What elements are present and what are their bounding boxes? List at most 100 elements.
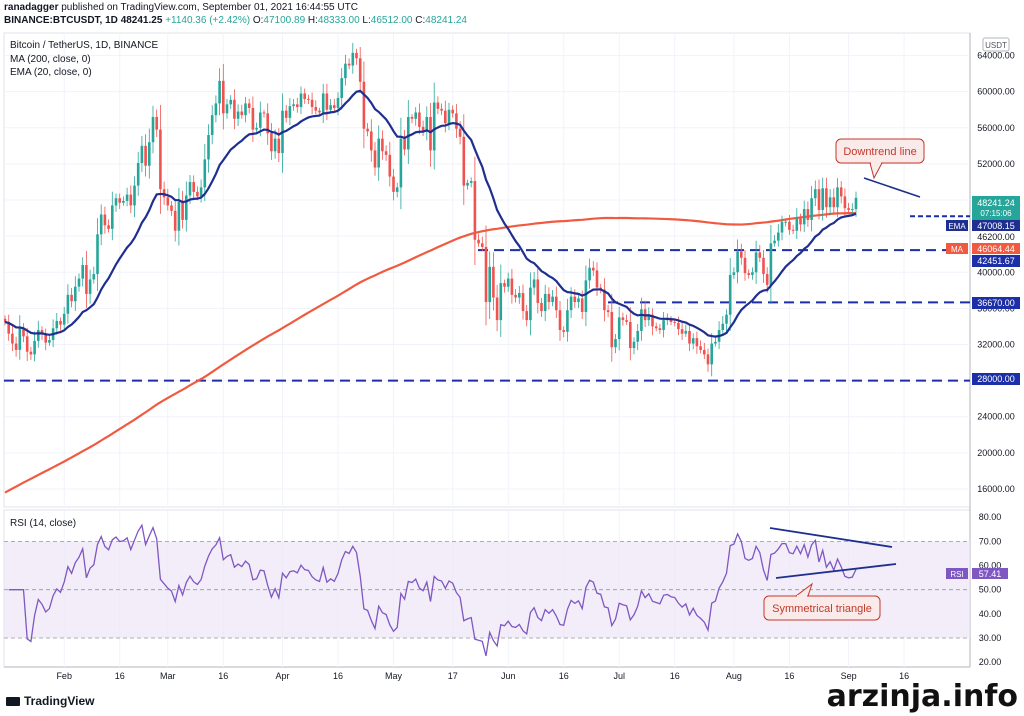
candle-body	[580, 298, 584, 312]
ema-line	[4, 89, 857, 338]
rsi-tick-label: 80.00	[979, 512, 1002, 522]
time-tick-label: 17	[448, 671, 458, 681]
rsi-legend[interactable]: RSI (14, close)	[10, 518, 76, 529]
candle-body	[569, 296, 573, 311]
ema-legend[interactable]: EMA (20, close, 0)	[10, 67, 92, 78]
high-label: H:	[307, 15, 318, 26]
open-value: 47100.89	[263, 15, 306, 26]
downtrend-line[interactable]	[863, 177, 921, 198]
svg-text:46064.44: 46064.44	[977, 244, 1015, 254]
candle-body	[418, 112, 421, 127]
ma-legend[interactable]: MA (200, close, 0)	[10, 54, 91, 65]
candle-body	[543, 293, 547, 312]
candle-body	[66, 294, 70, 314]
time-tick-label: 16	[218, 671, 228, 681]
author-name[interactable]: ranadagger	[4, 2, 59, 13]
candle-body	[751, 272, 754, 275]
support-lines	[4, 215, 970, 382]
time-tick-label: Feb	[56, 671, 72, 681]
candle-body	[284, 110, 288, 118]
candle-body	[81, 265, 84, 279]
candle-body	[333, 105, 336, 108]
rsi-tick-label: 20.00	[979, 657, 1002, 667]
time-axis-ticks: Feb 16 Mar 16 Apr 16 May 17 Jun 16 Jul 16 Aug 16 Sep 16	[56, 671, 909, 681]
candle-body	[617, 317, 621, 340]
candle-body	[329, 105, 332, 110]
candle-body	[851, 209, 854, 211]
candle-body	[340, 78, 343, 99]
candle-body	[447, 109, 451, 124]
axis-label-ema: EMA 47008.15	[946, 220, 1020, 231]
candle-body	[4, 318, 7, 322]
candle-body	[555, 296, 558, 311]
candle-body	[314, 107, 318, 111]
price-tick-label: 24000.00	[977, 412, 1015, 422]
candle-body	[118, 198, 121, 203]
candle-body	[432, 102, 436, 151]
candle-body	[273, 138, 277, 152]
candle-body	[614, 339, 617, 348]
price-tick-label: 16000.00	[977, 484, 1015, 494]
candle-body	[125, 194, 129, 201]
candle-body	[303, 93, 306, 99]
candle-body	[765, 274, 769, 285]
candle-body	[159, 129, 162, 190]
close-value: 48241.24	[425, 15, 467, 26]
candle-body	[358, 58, 362, 82]
candle-body	[203, 159, 207, 188]
candle-body	[525, 311, 528, 321]
candle-body	[129, 194, 133, 206]
candle-body	[854, 197, 858, 210]
rsi-tick-label: 30.00	[979, 633, 1002, 643]
candle-body	[495, 297, 499, 321]
candle-body	[684, 330, 688, 334]
candle-body	[429, 116, 432, 151]
high-value: 48333.00	[317, 15, 360, 26]
candle-body	[710, 343, 713, 365]
candle-body	[810, 198, 813, 220]
candle-body	[85, 265, 88, 294]
axis-label-rsi: RSI 57.41	[946, 568, 1008, 579]
tradingview-logo[interactable]: TradingView	[6, 694, 94, 708]
ma-line	[4, 212, 857, 494]
candle-body	[255, 127, 258, 130]
candle-body	[233, 99, 236, 119]
candle-body	[725, 314, 728, 324]
candle-body	[140, 145, 144, 164]
time-tick-label: Mar	[160, 671, 176, 681]
candle-body	[458, 128, 462, 137]
triangle-annotation[interactable]: Symmetrical triangle	[763, 582, 881, 621]
candle-body	[384, 151, 388, 155]
candle-body	[836, 187, 839, 208]
axis-label-46200: 46200.00	[972, 231, 1020, 242]
publish-line: ranadagger published on TradingView.com,…	[4, 2, 358, 13]
candle-body	[662, 320, 665, 331]
candle-body	[777, 232, 780, 241]
price-tick-label: 64000.00	[977, 51, 1015, 61]
candle-body	[25, 336, 29, 352]
ema-20-line	[4, 89, 857, 338]
candle-body	[743, 257, 747, 274]
time-tick-label: 16	[333, 671, 343, 681]
candle-body	[658, 328, 662, 331]
candle-body	[99, 214, 103, 235]
candle-body	[629, 321, 632, 349]
candle-body	[584, 280, 588, 312]
svg-text:07:15:06: 07:15:06	[980, 209, 1012, 218]
svg-text:47008.15: 47008.15	[977, 221, 1015, 231]
candle-body	[451, 109, 454, 114]
currency-badge[interactable]	[982, 37, 1010, 52]
candle-body	[251, 107, 255, 130]
candle-body	[181, 201, 184, 220]
downtrend-annotation[interactable]: Downtrend line	[835, 138, 925, 180]
price-tick-label: 60000.00	[977, 87, 1015, 97]
triangle-lower-line[interactable]	[775, 563, 897, 579]
candle-body	[37, 330, 40, 341]
low-label: L:	[362, 15, 371, 26]
candle-body	[588, 267, 591, 281]
time-tick-label: Aug	[726, 671, 742, 681]
triangle-upper-line[interactable]	[769, 527, 893, 548]
candle-body	[732, 272, 736, 275]
candle-body	[773, 240, 776, 244]
